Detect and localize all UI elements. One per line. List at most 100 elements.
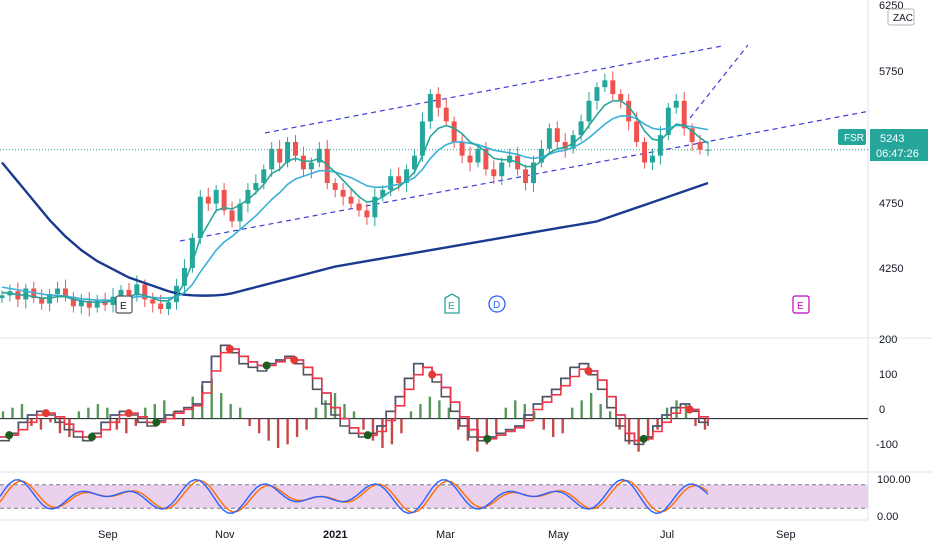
earnings-marker[interactable]: E [115, 295, 133, 314]
candle-body [205, 196, 211, 204]
candle-body [673, 100, 679, 108]
candle-body [618, 94, 624, 101]
macd-histogram-bar [1, 411, 5, 419]
macd-histogram-bar [20, 404, 24, 419]
candle-body [78, 300, 84, 307]
macd-histogram-bar [314, 407, 318, 419]
candle-body [229, 210, 235, 222]
candle-body [340, 189, 346, 197]
exchange-label: ZAC [893, 13, 913, 24]
macd-histogram-bar [694, 418, 697, 426]
macd-histogram-bar [428, 396, 432, 419]
macd-histogram-bar [295, 418, 299, 437]
macd-tick-label: -100 [876, 439, 898, 451]
candle-body [126, 289, 132, 296]
macd-histogram-bar [400, 418, 403, 434]
macd-histogram-bar [49, 418, 52, 423]
event-label: E [448, 301, 455, 312]
symbol-badge [838, 129, 866, 145]
macd-histogram-bar [286, 418, 289, 445]
candle-body [451, 121, 457, 142]
macd-histogram-bar [68, 418, 71, 437]
candle-body [253, 183, 259, 190]
candle-body [697, 141, 703, 150]
candle-body [538, 148, 544, 163]
macd-histogram-bar [495, 418, 498, 434]
macd-histogram-bar [362, 418, 365, 430]
macd-histogram-bar [305, 418, 308, 430]
candle-body [166, 302, 172, 310]
earnings-marker[interactable]: E [792, 295, 810, 314]
macd-histogram-bar [87, 407, 90, 419]
candle-body [372, 196, 378, 218]
stoch-tick-label: 100.00 [877, 474, 911, 486]
candle-body [348, 196, 354, 204]
candle-body [285, 141, 291, 163]
crossover-dot [639, 434, 648, 443]
macd-histogram-bar [163, 400, 166, 419]
candle-body [499, 162, 505, 177]
candle-body [158, 303, 164, 310]
candle-body [23, 288, 29, 300]
candle-body [602, 80, 608, 88]
candle-body [459, 141, 465, 156]
macd-histogram-bar [675, 400, 678, 419]
candle-body [443, 107, 449, 122]
time-tick-label: Mar [436, 529, 455, 541]
candle-body [689, 128, 695, 142]
candle-body [55, 288, 61, 294]
candle-body [0, 295, 5, 299]
crossover-dot [584, 367, 593, 375]
candle-body [245, 189, 251, 204]
stoch-tick-label: 0.00 [877, 511, 898, 523]
macd-histogram-bar [447, 407, 451, 419]
crossover-dot [685, 405, 694, 414]
ma-slow-line [1, 161, 709, 297]
candle-body [626, 100, 632, 122]
macd-histogram-bar [627, 418, 631, 445]
time-tick-label: Sep [776, 529, 796, 541]
candle-body [705, 149, 711, 151]
macd-histogram-bar [324, 400, 327, 419]
macd-tick-label: 200 [879, 334, 897, 346]
price-tick-label: 4750 [879, 198, 903, 210]
crossover-dot [290, 356, 299, 364]
macd-histogram-bar [533, 411, 536, 419]
candle-body [570, 135, 576, 149]
candle-body [293, 141, 299, 156]
macd-histogram-bar [514, 400, 517, 419]
crossover-dot [41, 409, 50, 418]
dividend-marker[interactable]: D [488, 295, 506, 313]
candle-body [681, 100, 687, 129]
event-label: D [493, 300, 500, 311]
macd-histogram-bar [457, 418, 460, 430]
macd-histogram-bar [115, 418, 119, 430]
candle-body [523, 169, 529, 184]
macd-tick-label: 100 [879, 369, 897, 381]
crossover-dot [483, 434, 492, 443]
candle-body [404, 169, 410, 184]
crossover-dot [225, 345, 234, 353]
macd-histogram-bar [646, 418, 650, 441]
stoch-k-line [0, 478, 709, 515]
exchange-badge[interactable] [887, 8, 915, 26]
candle-body [396, 176, 402, 184]
earnings-marker[interactable]: E [444, 293, 460, 314]
macd-histogram-bar [466, 418, 470, 441]
macd-histogram-bar [238, 407, 242, 419]
macd-histogram-bar [125, 418, 128, 434]
macd-histogram-bar [570, 407, 574, 419]
macd-histogram-bar [210, 378, 213, 419]
candle-body [419, 121, 425, 156]
candle-body [39, 298, 45, 304]
macd-histogram-bar [134, 418, 138, 426]
macd-histogram-bar [485, 418, 489, 445]
macd-histogram-bar [599, 404, 602, 419]
macd-histogram-bar [267, 418, 270, 441]
breakout-line [689, 44, 749, 119]
candle-body [483, 148, 489, 170]
candle-body [427, 94, 433, 122]
macd-histogram-bar [580, 400, 583, 419]
macd-histogram-bar [589, 393, 593, 419]
